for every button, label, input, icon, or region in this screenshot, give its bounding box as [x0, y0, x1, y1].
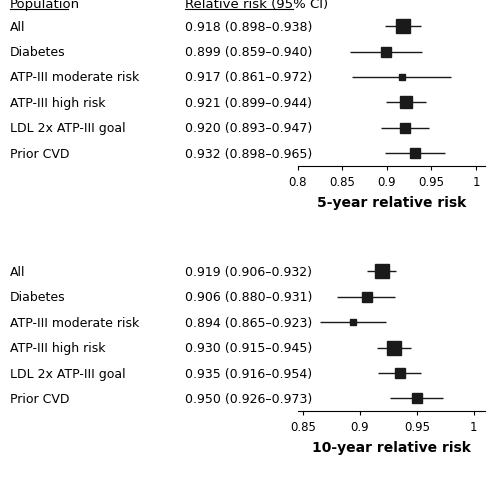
Text: 0.921 (0.899–0.944): 0.921 (0.899–0.944) [185, 96, 312, 109]
Text: 0.935 (0.916–0.954): 0.935 (0.916–0.954) [185, 367, 312, 380]
Text: 0.906 (0.880–0.931): 0.906 (0.880–0.931) [185, 291, 312, 304]
Text: 0.920 (0.893–0.947): 0.920 (0.893–0.947) [185, 122, 312, 135]
Text: ATP-III moderate risk: ATP-III moderate risk [10, 316, 139, 329]
Text: Population: Population [10, 0, 80, 11]
Text: ATP-III moderate risk: ATP-III moderate risk [10, 71, 139, 84]
Text: ATP-III high risk: ATP-III high risk [10, 96, 106, 109]
Text: 0.894 (0.865–0.923): 0.894 (0.865–0.923) [185, 316, 312, 329]
Text: 0.899 (0.859–0.940): 0.899 (0.859–0.940) [185, 46, 312, 59]
Text: Diabetes: Diabetes [10, 46, 66, 59]
Text: 0.918 (0.898–0.938): 0.918 (0.898–0.938) [185, 21, 312, 34]
Text: LDL 2x ATP-III goal: LDL 2x ATP-III goal [10, 122, 126, 135]
Text: 0.932 (0.898–0.965): 0.932 (0.898–0.965) [185, 147, 312, 160]
Text: Prior CVD: Prior CVD [10, 392, 70, 405]
Text: LDL 2x ATP-III goal: LDL 2x ATP-III goal [10, 367, 126, 380]
Text: Prior CVD: Prior CVD [10, 147, 70, 160]
Text: Relative risk (95% CI): Relative risk (95% CI) [185, 0, 328, 11]
Text: 0.930 (0.915–0.945): 0.930 (0.915–0.945) [185, 341, 312, 354]
Text: All: All [10, 21, 26, 34]
Text: Diabetes: Diabetes [10, 291, 66, 304]
Text: 0.919 (0.906–0.932): 0.919 (0.906–0.932) [185, 265, 312, 278]
Text: All: All [10, 265, 26, 278]
X-axis label: 5-year relative risk: 5-year relative risk [316, 195, 466, 209]
Text: ATP-III high risk: ATP-III high risk [10, 341, 106, 354]
Text: 0.950 (0.926–0.973): 0.950 (0.926–0.973) [185, 392, 312, 405]
X-axis label: 10-year relative risk: 10-year relative risk [312, 440, 470, 454]
Text: 0.917 (0.861–0.972): 0.917 (0.861–0.972) [185, 71, 312, 84]
